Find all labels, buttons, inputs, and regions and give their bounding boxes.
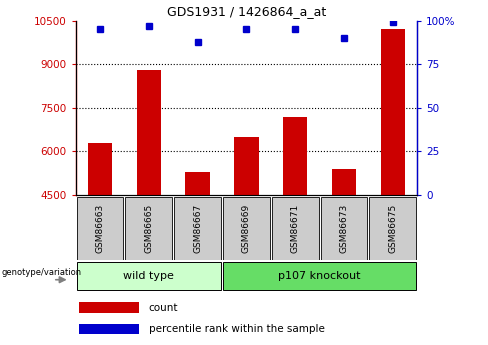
Text: GSM86673: GSM86673 xyxy=(340,204,348,253)
Bar xyxy=(185,172,210,195)
Bar xyxy=(137,70,161,195)
Bar xyxy=(332,169,356,195)
Text: GSM86671: GSM86671 xyxy=(291,204,300,253)
Text: percentile rank within the sample: percentile rank within the sample xyxy=(149,325,325,334)
Bar xyxy=(321,197,367,260)
Bar xyxy=(174,197,221,260)
Text: GSM86667: GSM86667 xyxy=(193,204,202,253)
Text: genotype/variation: genotype/variation xyxy=(1,268,81,277)
Bar xyxy=(223,262,416,290)
Bar xyxy=(234,137,259,195)
Bar xyxy=(283,117,307,195)
Text: GSM86665: GSM86665 xyxy=(144,204,153,253)
Bar xyxy=(79,302,139,313)
Bar xyxy=(79,324,139,334)
Title: GDS1931 / 1426864_a_at: GDS1931 / 1426864_a_at xyxy=(167,5,326,18)
Text: p107 knockout: p107 knockout xyxy=(278,271,361,281)
Text: wild type: wild type xyxy=(123,271,174,281)
Bar xyxy=(369,197,416,260)
Bar xyxy=(125,197,172,260)
Text: GSM86669: GSM86669 xyxy=(242,204,251,253)
Bar xyxy=(77,262,221,290)
Bar xyxy=(223,197,270,260)
Bar xyxy=(88,143,112,195)
Bar xyxy=(77,197,123,260)
Text: GSM86675: GSM86675 xyxy=(388,204,397,253)
Bar xyxy=(381,29,405,195)
Text: count: count xyxy=(149,303,178,313)
Text: GSM86663: GSM86663 xyxy=(96,204,104,253)
Bar xyxy=(272,197,319,260)
